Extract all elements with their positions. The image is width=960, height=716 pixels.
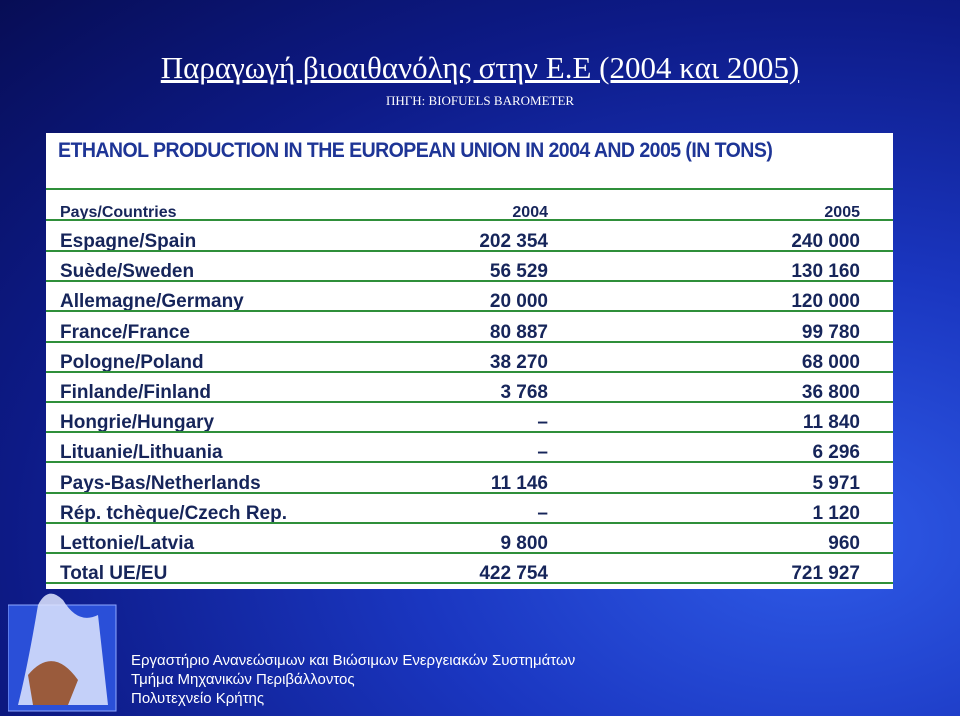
table-cell: – <box>537 442 548 464</box>
slide-title: Παραγωγή βιοαιθανόλης στην Ε.Ε (2004 και… <box>160 50 800 85</box>
table-cell: 56 529 <box>489 261 548 283</box>
rule <box>46 461 893 464</box>
table-cell: Total UE/EU <box>60 563 168 585</box>
table-cell: Espagne/Spain <box>60 231 197 252</box>
rule <box>46 219 893 221</box>
table-cell: 68 000 <box>801 351 860 373</box>
rule <box>46 280 893 283</box>
table-cell: 960 <box>828 533 860 554</box>
table-cell: France/France <box>60 321 190 343</box>
table-cell: 721 927 <box>791 563 860 585</box>
table-cell: Pologne/Poland <box>60 351 204 373</box>
table-cell: 1 120 <box>812 502 860 524</box>
table-cell: 38 270 <box>489 351 548 373</box>
table-cell: 11 840 <box>802 412 860 434</box>
footer-line: Πολυτεχνείο Κρήτης <box>131 690 265 707</box>
table-cell: Lituanie/Lithuania <box>60 442 223 464</box>
table-cell: Finlande/Finland <box>60 382 211 403</box>
table-panel: ETHANOL PRODUCTION IN THE EUROPEAN UNION… <box>46 133 893 589</box>
table-cell: 6 296 <box>812 442 860 464</box>
table-cell: 202 354 <box>479 231 548 252</box>
table-cell: 99 780 <box>801 321 860 343</box>
table-cell: Hongrie/Hungary <box>60 412 215 434</box>
rule <box>46 582 893 585</box>
table-cell: 130 160 <box>791 261 860 283</box>
table-cell: 20 000 <box>489 291 548 313</box>
table-cell: 3 768 <box>500 382 548 403</box>
table-cell: Suède/Sweden <box>60 261 195 283</box>
rule <box>46 310 893 313</box>
table-cell: 240 000 <box>791 231 860 252</box>
rule <box>46 401 893 403</box>
rule <box>46 370 893 373</box>
column-header: Pays/Countries <box>60 204 177 221</box>
table-cell: 36 800 <box>801 382 860 403</box>
table-cell: Allemagne/Germany <box>60 291 244 313</box>
table-cell: 80 887 <box>489 321 548 343</box>
table-cell: Pays-Bas/Netherlands <box>60 472 261 494</box>
table-cell: 9 800 <box>500 533 548 554</box>
table-cell: – <box>537 412 548 434</box>
rule <box>46 340 893 343</box>
column-header: 2005 <box>824 204 860 221</box>
table-cell: Lettonie/Latvia <box>60 533 195 554</box>
table-cell: 120 000 <box>791 291 860 313</box>
footer-line: Εργαστήριο Ανανεώσιμων και Βιώσιμων Ενερ… <box>131 652 576 669</box>
source: ΠΗΓΗ: BIOFUELS BAROMETER <box>386 93 575 108</box>
logo-detail <box>28 661 78 705</box>
rule <box>46 521 893 524</box>
rule <box>46 188 893 190</box>
table-cell: 5 971 <box>812 472 860 494</box>
table-cell: 422 754 <box>479 563 548 585</box>
table-title: ETHANOL PRODUCTION IN THE EUROPEAN UNION… <box>58 139 773 162</box>
footer-line: Τμήμα Μηχανικών Περιβάλλοντος <box>131 671 355 688</box>
table-cell: Rép. tchèque/Czech Rep. <box>60 502 287 524</box>
rule <box>46 431 893 434</box>
rule <box>46 552 893 554</box>
rule <box>46 250 893 252</box>
rule <box>46 491 893 494</box>
logo <box>8 593 117 712</box>
column-header: 2004 <box>512 204 548 221</box>
table-cell: 11 146 <box>490 472 548 494</box>
table-cell: – <box>537 502 548 524</box>
